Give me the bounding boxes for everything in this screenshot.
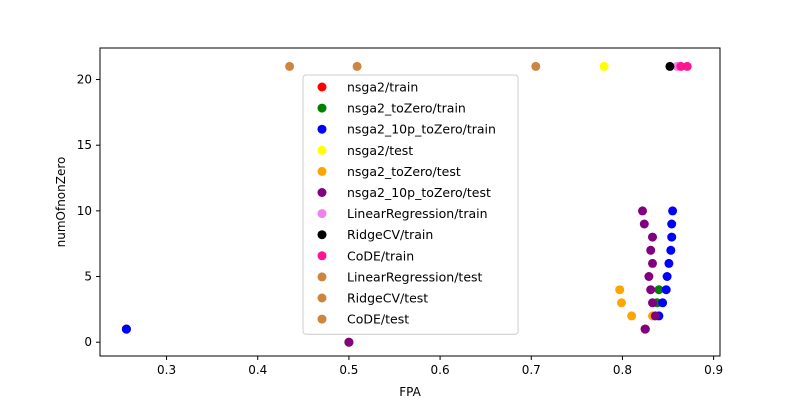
point-nsga2-tozero-test-3 [627,311,637,321]
point-nsga2-10p-tozero-train-8 [666,245,676,255]
point-nsga2-10p-tozero-test-8 [648,232,657,242]
point-ridgecv-test-0 [352,61,362,71]
point-code-train-1 [682,61,692,71]
x-tick-label: 0.9 [704,363,723,377]
legend-label-nsga2-test: nsga2/test [347,143,413,158]
data-points [121,61,692,347]
legend-label-nsga2-10p-tozero-test: nsga2_10p_toZero/test [347,185,491,200]
legend-label-nsga2-tozero-test: nsga2_toZero/test [347,164,461,179]
point-nsga2-tozero-test-1 [615,285,625,295]
legend-label-nsga2-tozero-train: nsga2_toZero/train [347,101,466,116]
x-tick-label: 0.5 [339,363,358,377]
legend-label-nsga2-train: nsga2/train [347,80,418,95]
point-ridgecv-train-0 [665,61,675,71]
legend-label-code-train: CoDE/train [347,248,414,263]
point-nsga2-10p-tozero-train-4 [658,298,668,308]
legend-marker-nsga2-train [317,82,327,92]
legend-label-nsga2-10p-tozero-train: nsga2_10p_toZero/train [347,122,496,137]
legend-marker-nsga2-tozero-test [317,166,327,176]
point-nsga2-10p-tozero-test-9 [639,219,649,229]
legend-label-ridgecv-test: RidgeCV/test [347,291,428,306]
y-tick-label: 5 [84,270,92,284]
legend-marker-ridgecv-train [317,230,327,240]
x-tick-label: 0.6 [431,363,450,377]
y-tick-label: 10 [77,204,92,218]
x-axis-ticks: 0.3 0.4 0.5 0.6 0.7 0.8 0.9 [157,356,723,377]
x-tick-label: 0.7 [522,363,541,377]
point-nsga2-tozero-test-2 [617,298,626,308]
point-nsga2-10p-tozero-test-4 [646,285,656,295]
legend-label-code-test: CoDE/test [347,312,409,327]
legend-marker-code-test [317,314,327,324]
point-nsga2-10p-tozero-train-10 [667,219,677,229]
legend-label-ridgecv-train: RidgeCV/train [347,227,433,242]
legend-box [302,74,519,335]
point-nsga2-10p-tozero-train-6 [662,272,672,281]
point-nsga2-10p-tozero-train-9 [667,232,677,242]
legend-marker-ridgecv-test [317,293,327,303]
point-nsga2-10p-tozero-test-3 [648,298,657,308]
x-axis-label: FPA [399,385,421,399]
legend-marker-nsga2-tozero-train [317,103,327,113]
point-code-test-0 [531,61,541,71]
y-tick-label: 0 [84,335,92,349]
point-nsga2-10p-tozero-test-2 [650,311,660,321]
point-nsga2-tozero-train-2 [654,285,664,295]
legend: nsga2/train nsga2_toZero/train nsga2_10p_t… [302,74,519,335]
point-nsga2-10p-tozero-train-11 [668,206,678,216]
point-nsga2-10p-tozero-test-6 [648,258,657,268]
point-nsga2-10p-tozero-test-1 [640,324,650,334]
legend-marker-nsga2-10p-tozero-train [317,124,327,134]
point-nsga2-10p-tozero-test-10 [638,206,647,216]
point-nsga2-10p-tozero-test-5 [644,272,654,281]
legend-marker-code-train [317,251,327,261]
y-axis-label: numOfnonZero [54,157,68,248]
legend-label-linearregression-train: LinearRegression/train [347,206,488,221]
legend-marker-nsga2-test [317,145,327,155]
point-nsga2-10p-tozero-train-7 [664,258,674,268]
point-nsga2-10p-tozero-test-7 [646,245,656,255]
point-nsga2-10p-tozero-train-5 [661,285,671,295]
point-nsga2-10p-tozero-test-0 [344,337,354,347]
point-code-train-0 [676,61,686,71]
legend-marker-linearregression-train [317,209,327,219]
point-nsga2-10p-tozero-train-0 [121,324,131,334]
y-tick-label: 20 [77,73,92,87]
legend-marker-linearregression-test [317,272,327,282]
point-nsga2-test-1 [599,61,609,71]
x-tick-label: 0.3 [157,363,176,377]
x-tick-label: 0.4 [248,363,267,377]
y-tick-label: 15 [77,138,92,152]
point-linearregression-test-0 [285,61,295,71]
axes-frame [99,47,721,357]
legend-marker-nsga2-10p-tozero-test [317,188,327,197]
y-axis-ticks: 0 5 10 15 20 [77,73,100,349]
x-tick-label: 0.8 [613,363,632,377]
legend-label-linearregression-test: LinearRegression/test [347,269,483,284]
